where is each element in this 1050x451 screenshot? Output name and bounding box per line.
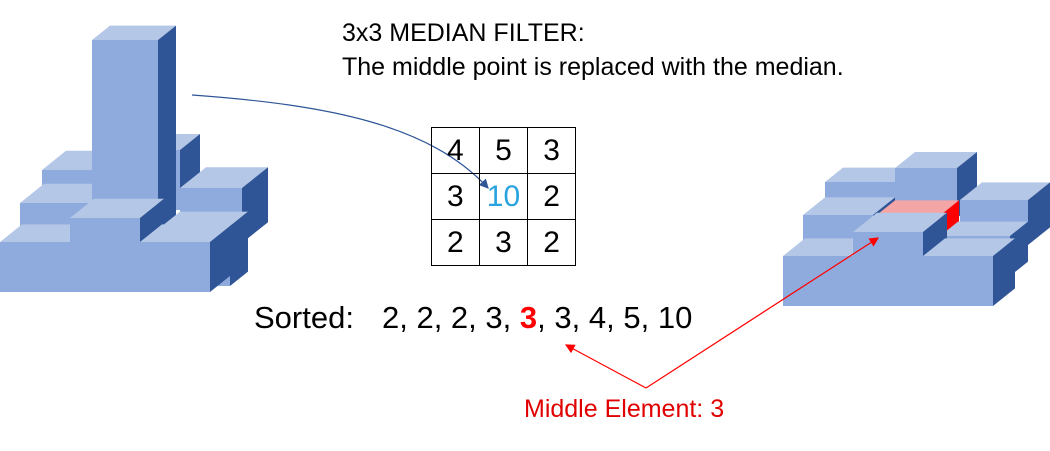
grid-cell: 4 [431, 127, 480, 174]
sorted-value: 10 [657, 300, 693, 335]
grid-row: 2 3 2 [431, 219, 576, 266]
title-description: The middle point is replaced with the me… [342, 53, 844, 81]
filter-grid: 4 5 3 3 10 2 2 3 2 [431, 127, 576, 266]
grid-cell: 3 [478, 219, 529, 266]
grid-row: 3 10 2 [431, 173, 576, 220]
block-top [960, 182, 1050, 200]
sorted-value: 5 [623, 300, 641, 335]
block-front [140, 242, 210, 292]
block-top [162, 211, 248, 226]
block-top [20, 183, 114, 203]
block-front [923, 256, 993, 306]
sorted-value: 3 [485, 300, 503, 335]
block-front [70, 218, 140, 292]
sorted-value-median: 3 [519, 300, 538, 335]
filtered-block-stack [783, 152, 1050, 306]
block-top [803, 197, 895, 215]
sorted-median-arrow [564, 344, 647, 389]
title-block: 3x3 MEDIAN FILTER: The middle point is r… [342, 16, 844, 84]
block-top [140, 224, 232, 242]
sorted-label: Sorted: [254, 300, 354, 335]
block-top [940, 221, 1028, 236]
block-side [230, 211, 248, 286]
sorted-value: 3 [554, 300, 572, 335]
sorted-value: 4 [588, 300, 607, 335]
block-top [895, 152, 977, 168]
block-side [993, 238, 1015, 306]
sorted-value: 2 [416, 300, 434, 335]
block-median-arrow [645, 237, 880, 389]
grid-cell: 5 [478, 127, 529, 174]
block-top [70, 198, 164, 218]
grid-cell: 2 [527, 219, 576, 266]
block-front [0, 242, 70, 292]
block-side [1028, 182, 1050, 245]
sorted-list: Sorted: 2, 2, 2, 3, 3, 3, 4, 5, 10 [254, 300, 692, 336]
block-top [825, 167, 913, 182]
grid-cell: 3 [431, 173, 480, 220]
block-top [923, 238, 1015, 256]
middle-element-label: Middle Element: 3 [524, 395, 725, 423]
grid-center-cell: 10 [478, 173, 529, 220]
block-front [92, 40, 158, 230]
block-side [158, 25, 176, 230]
sorted-value: 2 [381, 300, 400, 335]
block-top [92, 25, 176, 40]
block-front [783, 256, 853, 306]
sorted-values: 2, 2, 2, 3, 3, 3, 4, 5, 10 [381, 300, 693, 335]
title-heading: 3x3 MEDIAN FILTER: [342, 19, 585, 47]
grid-row: 4 5 3 [431, 127, 576, 174]
block-top [0, 224, 92, 242]
grid-cell: 2 [527, 173, 576, 220]
grid-cell: 3 [527, 127, 576, 174]
block-side [242, 167, 268, 243]
grid-cell: 2 [431, 219, 480, 266]
block-top [180, 167, 268, 188]
block-side [210, 224, 232, 292]
noisy-block-stack [0, 25, 268, 292]
sorted-value: 2 [450, 300, 469, 335]
block-top [853, 212, 947, 232]
block-front [853, 232, 923, 306]
block-top [783, 238, 875, 256]
